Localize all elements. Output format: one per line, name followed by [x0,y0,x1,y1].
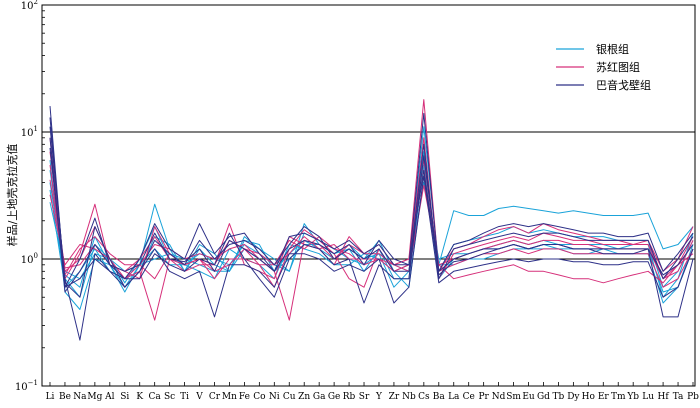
x-tick-label: Si [120,392,129,402]
x-tick-label: Tb [553,392,565,402]
series-line [49,151,694,298]
x-tick-label: Er [598,392,610,402]
x-tick-label: Zn [298,392,310,402]
x-tick-label: Cr [209,392,221,402]
x-tick-label: Zr [389,392,400,402]
x-tick-label: Y [375,392,383,402]
legend-label: 巴音戈壁组 [596,78,651,92]
y-tick-label: 100 [21,252,38,266]
legend-label: 银根组 [596,42,629,56]
y-tick-label: 10−1 [15,379,38,393]
x-tick-label: Rb [343,392,356,402]
series-line [49,126,694,288]
series-line [49,184,694,284]
x-tick-label: Ta [673,392,684,402]
x-tick-label: Pr [478,392,489,402]
x-tick-label: Ce [463,392,475,402]
plot-area: 10−1 100 101 102 Li Be Na Mg Al Si K Ca Sc Ti V Cr Mn Fe… [15,0,699,402]
y-tick-label: 102 [21,0,38,12]
x-tick-label: Lu [642,392,654,402]
series-line [49,117,694,298]
y-tick-label: 101 [21,125,38,139]
x-tick-label: Dy [567,392,580,402]
x-tick-label: Be [59,392,71,402]
x-tick-label: Ca [149,392,162,402]
series-line [49,164,694,298]
x-tick-label: Li [46,392,55,402]
x-tick-label: Ni [269,392,280,402]
x-tick-label: Al [104,392,114,402]
x-tick-label: Nb [402,392,416,402]
y-axis: 10−1 100 101 102 [15,0,48,393]
y-axis-label: 样品/上地壳克拉克值 [5,144,19,247]
series-line [49,160,694,310]
x-tick-label: Na [73,392,87,402]
x-tick-label: K [136,392,143,402]
x-tick-label: Yb [626,392,639,402]
x-tick-label: Mn [222,392,237,402]
series-line [49,147,694,318]
series-line [49,106,694,288]
x-tick-label: Tm [611,392,626,402]
x-tick-label: Cu [283,392,296,402]
series-line [49,169,694,288]
x-tick-label: La [448,392,460,402]
x-tick-label: Sm [506,392,521,402]
plot-frame [41,4,696,387]
x-tick-label: Mg [87,392,102,402]
x-tick-label: Hf [657,392,669,402]
x-tick-label: Gd [537,392,550,402]
x-tick-label: Ba [433,392,446,402]
x-tick-label: Pb [687,392,699,402]
x-tick-label: Ti [180,392,189,402]
x-tick-label: Eu [522,392,535,402]
x-tick-label: Sc [164,392,175,402]
x-tick-label: Fe [239,392,250,402]
x-tick-label: Ga [313,392,326,402]
x-axis: Li Be Na Mg Al Si K Ca Sc Ti V Cr Mn Fe Co Ni Cu Zn Ga Ge Rb… [46,382,699,402]
legend-label: 苏红图组 [596,60,640,74]
x-tick-label: Co [253,392,265,402]
series-line [49,137,694,293]
series-line [49,137,694,321]
x-tick-label: Ge [328,392,341,402]
x-tick-label: Cs [418,392,430,402]
x-tick-label: V [195,392,203,402]
x-tick-label: Sr [359,392,370,402]
series-layer [49,99,694,341]
x-tick-label: Ho [582,392,595,402]
x-tick-label: Nd [492,392,506,402]
